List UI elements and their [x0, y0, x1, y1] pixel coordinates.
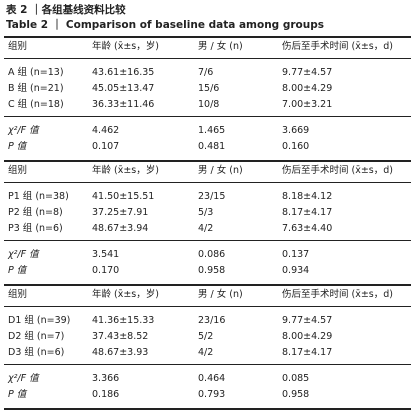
header-cell: 男 / 女 (n): [198, 165, 243, 176]
group-label: B 组 (n=21): [8, 83, 64, 94]
stat-label: P 值: [8, 141, 27, 152]
data-cell: 5/2: [198, 331, 214, 342]
rule-top: [4, 160, 411, 162]
data-cell: 15/6: [198, 83, 220, 94]
stat-cell: 0.160: [282, 141, 310, 152]
stat-cell: 3.366: [92, 373, 120, 384]
stat-label: P 值: [8, 265, 27, 276]
rule-bottom: [4, 408, 411, 410]
stat-cell: 0.086: [198, 249, 226, 260]
header-cell: 组别: [8, 165, 28, 176]
data-cell: 10/8: [198, 99, 220, 110]
data-cell: 8.00±4.29: [282, 331, 333, 342]
header-cell: 年龄 (x̄±s，岁): [92, 165, 159, 176]
data-cell: 36.33±11.46: [92, 99, 155, 110]
data-cell: 7.63±4.40: [282, 223, 333, 234]
group-label: D2 组 (n=7): [8, 331, 65, 342]
header-cell: 男 / 女 (n): [198, 289, 243, 300]
data-cell: 45.05±13.47: [92, 83, 155, 94]
stat-cell: 3.541: [92, 249, 120, 260]
header-cell: 年龄 (x̄±s，岁): [92, 289, 159, 300]
stat-cell: 0.186: [92, 389, 120, 400]
header-cell: 伤后至手术时间 (x̄±s，d): [282, 289, 393, 300]
header-cell: 年龄 (x̄±s，岁): [92, 41, 159, 52]
group-label: P2 组 (n=8): [8, 207, 63, 218]
group-label: C 组 (n=18): [8, 99, 64, 110]
stat-cell: 0.958: [198, 265, 226, 276]
group-label: D3 组 (n=6): [8, 347, 65, 358]
rule-mid: [4, 182, 411, 183]
stat-cell: 0.934: [282, 265, 310, 276]
stat-cell: 0.170: [92, 265, 120, 276]
data-cell: 23/15: [198, 191, 226, 202]
data-cell: 8.18±4.12: [282, 191, 333, 202]
title-en: Table 2 ｜ Comparison of baseline data am…: [6, 19, 324, 31]
data-cell: 8.17±4.17: [282, 347, 333, 358]
data-cell: 43.61±16.35: [92, 67, 155, 78]
rule-top: [4, 284, 411, 286]
rule-mid: [4, 58, 411, 59]
data-cell: 37.43±8.52: [92, 331, 149, 342]
data-cell: 9.77±4.57: [282, 67, 333, 78]
rule-mid: [4, 364, 411, 365]
data-cell: 7.00±3.21: [282, 99, 333, 110]
stat-cell: 0.085: [282, 373, 310, 384]
data-cell: 41.50±15.51: [92, 191, 155, 202]
stat-cell: 3.669: [282, 125, 310, 136]
rule-top: [4, 36, 411, 38]
header-cell: 男 / 女 (n): [198, 41, 243, 52]
stat-cell: 0.137: [282, 249, 310, 260]
group-label: P1 组 (n=38): [8, 191, 69, 202]
data-cell: 7/6: [198, 67, 214, 78]
header-cell: 组别: [8, 289, 28, 300]
stat-cell: 1.465: [198, 125, 226, 136]
data-cell: 48.67±3.93: [92, 347, 149, 358]
stat-label: χ²/F 值: [8, 373, 39, 384]
data-cell: 8.17±4.17: [282, 207, 333, 218]
data-cell: 37.25±7.91: [92, 207, 149, 218]
rule-mid: [4, 306, 411, 307]
group-label: A 组 (n=13): [8, 67, 64, 78]
stat-cell: 0.107: [92, 141, 120, 152]
group-label: D1 组 (n=39): [8, 315, 71, 326]
header-cell: 伤后至手术时间 (x̄±s，d): [282, 41, 393, 52]
data-cell: 48.67±3.94: [92, 223, 149, 234]
group-label: P3 组 (n=6): [8, 223, 63, 234]
header-cell: 组别: [8, 41, 28, 52]
data-cell: 8.00±4.29: [282, 83, 333, 94]
stat-cell: 0.481: [198, 141, 226, 152]
stat-label: χ²/F 值: [8, 125, 39, 136]
header-cell: 伤后至手术时间 (x̄±s，d): [282, 165, 393, 176]
data-cell: 23/16: [198, 315, 226, 326]
stat-label: χ²/F 值: [8, 249, 39, 260]
rule-mid: [4, 116, 411, 117]
stat-cell: 0.464: [198, 373, 226, 384]
stat-label: P 值: [8, 389, 27, 400]
stat-cell: 4.462: [92, 125, 120, 136]
data-cell: 4/2: [198, 223, 214, 234]
title-cn: 表 2 ｜各组基线资料比较: [6, 4, 126, 16]
data-cell: 5/3: [198, 207, 214, 218]
rule-mid: [4, 240, 411, 241]
data-cell: 4/2: [198, 347, 214, 358]
stat-cell: 0.958: [282, 389, 310, 400]
data-cell: 41.36±15.33: [92, 315, 155, 326]
data-cell: 9.77±4.57: [282, 315, 333, 326]
stat-cell: 0.793: [198, 389, 226, 400]
